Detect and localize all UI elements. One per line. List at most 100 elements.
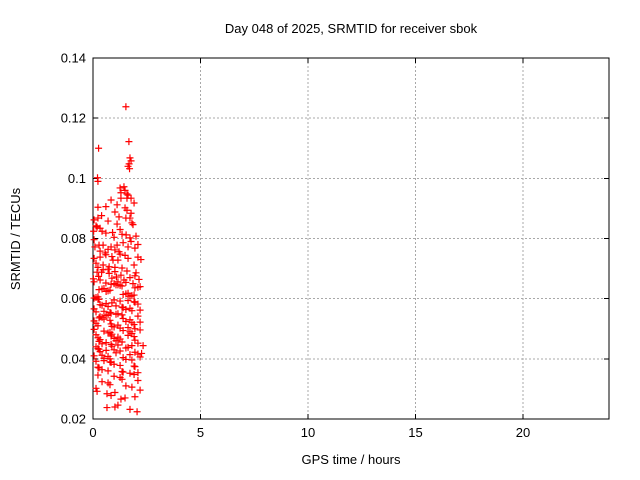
- data-point: [130, 291, 138, 299]
- data-point: [131, 272, 139, 280]
- data-point: [131, 336, 139, 344]
- data-point: [96, 313, 104, 321]
- data-point: [115, 213, 123, 221]
- y-tick-label: 0.08: [61, 231, 86, 246]
- data-point: [127, 209, 135, 217]
- y-tick-label: 0.02: [61, 412, 86, 427]
- data-point: [123, 267, 131, 275]
- data-point: [96, 247, 104, 255]
- data-point: [130, 362, 138, 370]
- data-point: [126, 234, 134, 242]
- data-point: [98, 378, 106, 386]
- data-point: [127, 238, 135, 246]
- data-point: [110, 372, 118, 380]
- data-point: [90, 352, 98, 360]
- data-point: [94, 371, 102, 379]
- data-point: [105, 269, 113, 277]
- data-point: [90, 278, 98, 286]
- data-point: [124, 296, 132, 304]
- data-point: [131, 363, 139, 371]
- data-point: [118, 303, 126, 311]
- data-point: [131, 325, 139, 333]
- data-point: [104, 367, 112, 375]
- data-point: [121, 186, 129, 194]
- data-point: [92, 259, 100, 267]
- data-point: [91, 243, 99, 251]
- x-tick-label: 10: [301, 425, 315, 440]
- data-point: [106, 286, 114, 294]
- data-point: [118, 367, 126, 375]
- data-point: [122, 278, 130, 286]
- data-point: [128, 330, 136, 338]
- data-point: [116, 347, 124, 355]
- data-point: [122, 231, 130, 239]
- data-point: [124, 324, 132, 332]
- data-point: [134, 350, 142, 358]
- data-point: [98, 351, 106, 359]
- data-point: [94, 203, 102, 211]
- data-point: [114, 321, 122, 329]
- data-point: [98, 366, 106, 374]
- data-point: [98, 227, 106, 235]
- data-point: [112, 310, 120, 318]
- data-point: [113, 201, 121, 209]
- data-point: [130, 298, 138, 306]
- data-point: [102, 251, 110, 259]
- data-point: [104, 311, 112, 319]
- y-tick-label: 0.12: [61, 111, 86, 126]
- data-point: [99, 241, 107, 249]
- data-point: [116, 250, 124, 258]
- data-point: [130, 370, 138, 378]
- data-point: [139, 342, 147, 350]
- data-point: [94, 177, 102, 185]
- data-point: [102, 229, 110, 237]
- data-point: [98, 212, 106, 220]
- data-point: [123, 206, 131, 214]
- data-point: [116, 297, 124, 305]
- data-point: [96, 253, 104, 261]
- data-point: [106, 381, 114, 389]
- data-point: [132, 232, 140, 240]
- data-point: [136, 326, 144, 334]
- x-tick-label: 0: [89, 425, 96, 440]
- data-point: [126, 304, 134, 312]
- data-point: [103, 404, 111, 412]
- data-point: [111, 268, 119, 276]
- data-point: [122, 382, 130, 390]
- data-point: [90, 305, 98, 313]
- data-point: [114, 401, 122, 409]
- data-point: [100, 357, 108, 365]
- data-point: [124, 243, 132, 251]
- data-point: [117, 194, 125, 202]
- y-tick-label: 0.1: [68, 171, 86, 186]
- data-point: [128, 356, 136, 364]
- data-point: [107, 280, 115, 288]
- data-point: [113, 220, 121, 228]
- data-point: [114, 256, 122, 264]
- data-point: [108, 253, 116, 261]
- data-point: [98, 340, 106, 348]
- chart-title: Day 048 of 2025, SRMTID for receiver sbo…: [224, 21, 478, 36]
- data-point: [124, 191, 132, 199]
- data-point: [110, 233, 118, 241]
- data-point: [111, 246, 119, 254]
- x-tick-label: 20: [516, 425, 530, 440]
- data-point: [107, 340, 115, 348]
- data-point: [102, 346, 110, 354]
- data-point: [118, 230, 126, 238]
- data-point: [109, 228, 117, 236]
- data-point: [121, 394, 129, 402]
- data-point: [102, 339, 110, 347]
- data-point: [90, 254, 98, 262]
- data-point: [100, 284, 108, 292]
- data-point: [107, 196, 115, 204]
- data-point: [138, 349, 146, 357]
- data-point: [92, 384, 100, 392]
- data-point: [134, 376, 142, 384]
- data-point: [103, 390, 111, 398]
- data-point: [119, 368, 127, 376]
- data-point: [94, 345, 102, 353]
- data-point: [125, 160, 133, 168]
- data-point: [110, 360, 118, 368]
- data-point: [108, 274, 116, 282]
